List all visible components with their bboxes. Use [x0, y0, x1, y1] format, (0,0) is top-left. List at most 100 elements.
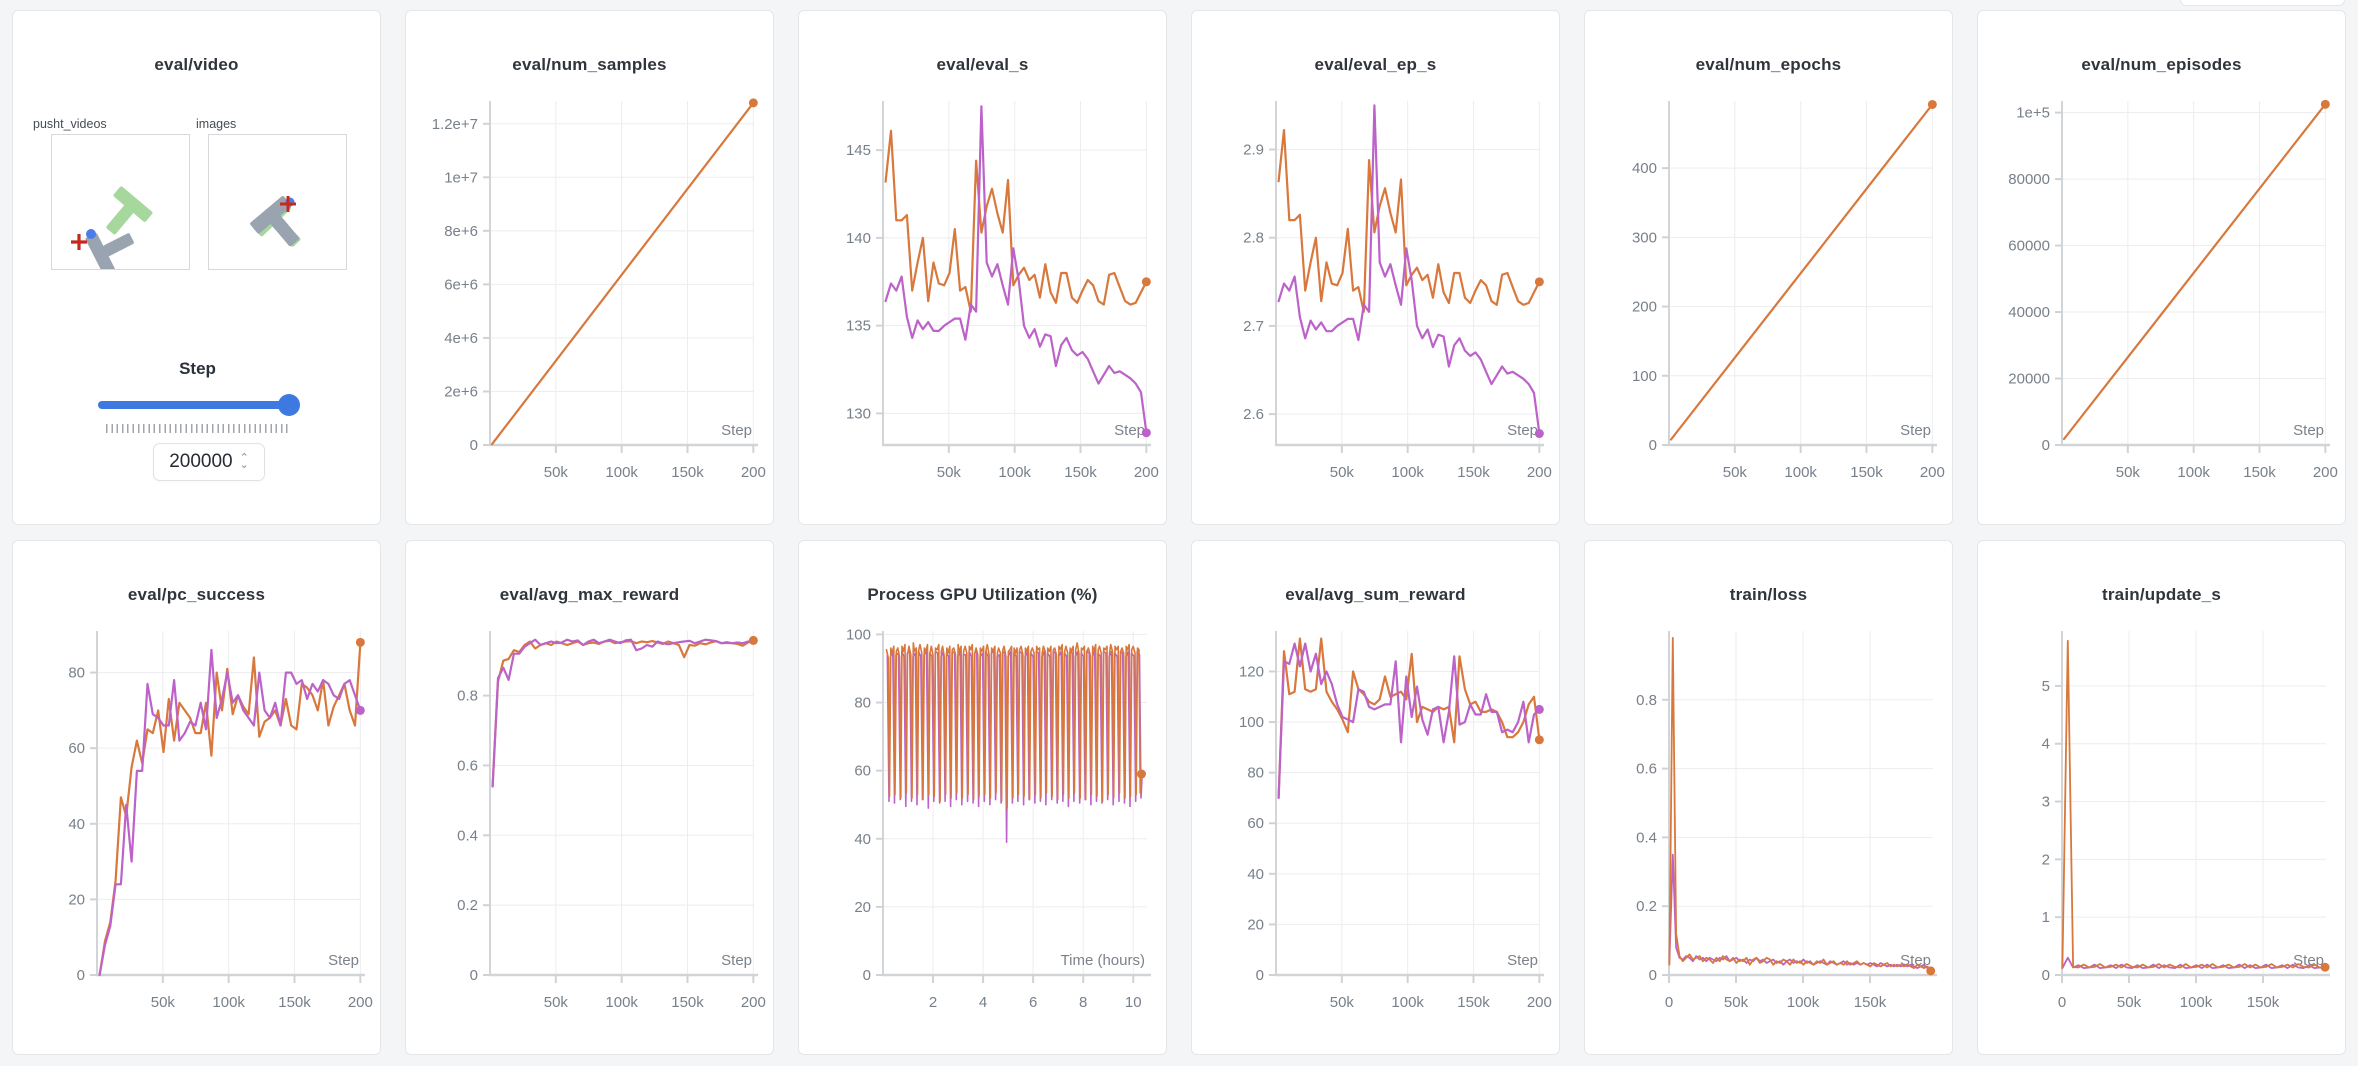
svg-text:0: 0	[1649, 437, 1657, 454]
svg-text:50k: 50k	[1723, 464, 1748, 481]
svg-text:1e+5: 1e+5	[2016, 105, 2050, 122]
svg-text:3: 3	[2042, 794, 2050, 811]
svg-text:100k: 100k	[212, 994, 245, 1011]
svg-text:0.4: 0.4	[1636, 829, 1657, 846]
series-end-dot	[2320, 962, 2330, 972]
line-chart[interactable]: 0 100 200 300 400 50k 100k 150k 200 Step	[1585, 87, 1954, 517]
svg-text:Step: Step	[721, 952, 752, 969]
panel-title: eval/eval_s	[936, 55, 1029, 74]
step-slider-label: Step	[179, 359, 216, 378]
series-end-dot	[748, 98, 758, 108]
images-thumbnail[interactable]	[208, 134, 347, 270]
svg-text:150k: 150k	[1457, 994, 1490, 1011]
svg-text:80: 80	[1247, 765, 1264, 782]
series-run-purple	[1277, 642, 1541, 799]
svg-text:100k: 100k	[2177, 464, 2210, 481]
series-end-dot	[748, 635, 758, 645]
panel-eval-avg-max-reward: eval/avg_max_reward 0 0.2 0.4 0.6 0.8 50k 100k…	[405, 540, 774, 1055]
svg-text:0: 0	[1649, 967, 1657, 984]
svg-text:100k: 100k	[1391, 464, 1424, 481]
svg-text:0: 0	[2042, 967, 2050, 984]
media-label-images: images	[196, 117, 237, 131]
series-end-dot	[1534, 429, 1544, 439]
svg-text:0.6: 0.6	[1636, 761, 1657, 778]
panel-train-loss: train/loss 0 0.2 0.4 0.6 0.8 0 50k 100k 150k Step	[1584, 540, 1953, 1055]
panel-title: train/loss	[1729, 585, 1808, 604]
series-run-purple	[884, 105, 1148, 434]
step-slider-ticks	[106, 424, 290, 433]
series-run-purple	[98, 648, 362, 977]
series-run-orange	[885, 642, 1143, 809]
svg-text:0.6: 0.6	[457, 757, 478, 774]
svg-text:Step: Step	[1900, 422, 1931, 439]
svg-text:150k: 150k	[2247, 994, 2280, 1011]
increment-icon[interactable]: ⌃	[239, 452, 249, 464]
panel-eval-pc-success: eval/pc_success 0 20 40 60 80 50k 100k 150k 200 S…	[12, 540, 381, 1055]
svg-text:150k: 150k	[671, 994, 704, 1011]
svg-text:150k: 150k	[278, 994, 311, 1011]
svg-text:Step: Step	[1507, 952, 1538, 969]
panel-title: eval/video	[154, 55, 239, 74]
pusht-video-thumbnail[interactable]	[51, 134, 190, 276]
series-end-dot	[355, 705, 365, 715]
svg-text:150k: 150k	[671, 464, 704, 481]
svg-text:Step: Step	[2293, 422, 2324, 439]
svg-text:50k: 50k	[1330, 994, 1355, 1011]
svg-text:100k: 100k	[2180, 994, 2213, 1011]
step-input[interactable]: 200000 ⌃ ⌄	[153, 443, 265, 481]
svg-text:0: 0	[2042, 437, 2050, 454]
svg-text:Time (hours): Time (hours)	[1061, 952, 1145, 969]
line-chart[interactable]: 0 20 40 60 80 100 2 4 6 8 10 Time (hours)	[799, 617, 1168, 1047]
series-run-purple	[1277, 104, 1541, 435]
svg-text:5: 5	[2042, 678, 2050, 695]
svg-text:8e+6: 8e+6	[444, 223, 478, 240]
panel-title: Process GPU Utilization (%)	[867, 585, 1098, 604]
svg-text:1: 1	[2042, 909, 2050, 926]
panel-title: eval/avg_sum_reward	[1285, 585, 1466, 604]
svg-text:0: 0	[77, 967, 85, 984]
svg-text:10: 10	[1125, 994, 1142, 1011]
svg-text:130: 130	[846, 405, 871, 422]
svg-text:135: 135	[846, 318, 871, 335]
panel-title: eval/pc_success	[127, 585, 266, 604]
panel-train-update-s: train/update_s 0 1 2 3 4 5 0 50k 100k 150k Step	[1977, 540, 2346, 1055]
svg-text:0: 0	[863, 967, 871, 984]
svg-text:20: 20	[1247, 916, 1264, 933]
svg-text:4: 4	[2042, 736, 2050, 753]
line-chart[interactable]: 0 0.2 0.4 0.6 0.8 50k 100k 150k 200 Step	[406, 617, 775, 1047]
line-chart[interactable]: 0 20000 40000 60000 80000 1e+5 50k 100k 150k 200 S…	[1978, 87, 2347, 517]
stepper-arrows[interactable]: ⌃ ⌄	[239, 452, 249, 471]
line-chart[interactable]: 2.6 2.7 2.8 2.9 50k 100k 150k 200 Step	[1192, 87, 1561, 517]
target-cross	[71, 234, 87, 250]
line-chart[interactable]: 130 135 140 145 50k 100k 150k 200 Step	[799, 87, 1168, 517]
series-end-dot	[2320, 99, 2330, 109]
series-run-orange	[1277, 128, 1541, 313]
panel-title: eval/num_episodes	[2081, 55, 2242, 74]
svg-text:4: 4	[979, 994, 987, 1011]
svg-text:4e+6: 4e+6	[444, 330, 478, 347]
line-chart[interactable]: 0 20 40 60 80 50k 100k 150k 200 Step	[13, 617, 382, 1047]
step-slider[interactable]	[98, 401, 298, 409]
step-input-value: 200000	[169, 451, 233, 472]
line-chart[interactable]: 0 20 40 60 80 100 120 50k 100k 150k 200 Step	[1192, 617, 1561, 1047]
svg-text:200: 200	[741, 464, 766, 481]
svg-text:0: 0	[2058, 994, 2066, 1011]
series-run-orange	[2061, 639, 2327, 969]
panel-eval-eval-ep-s: eval/eval_ep_s 2.6 2.7 2.8 2.9 50k 100k 150k 20…	[1191, 10, 1560, 525]
svg-text:200: 200	[1527, 464, 1552, 481]
svg-text:2e+6: 2e+6	[444, 383, 478, 400]
step-slider-thumb[interactable]	[278, 394, 300, 416]
svg-text:200: 200	[1134, 464, 1159, 481]
series-run-orange	[2062, 103, 2327, 441]
series-end-dot	[1926, 966, 1936, 976]
svg-text:200: 200	[1632, 299, 1657, 316]
panel-title: eval/num_samples	[512, 55, 667, 74]
panel-title: train/update_s	[2102, 585, 2221, 604]
line-chart[interactable]: 0 2e+6 4e+6 6e+6 8e+6 1e+7 1.2e+7 50k 100k 150k 20…	[406, 87, 775, 517]
svg-text:200: 200	[348, 994, 373, 1011]
series-run-orange	[1668, 636, 1932, 972]
decrement-icon[interactable]: ⌄	[239, 459, 249, 471]
panel-grid: eval/video pusht_videos images	[12, 10, 2346, 1055]
